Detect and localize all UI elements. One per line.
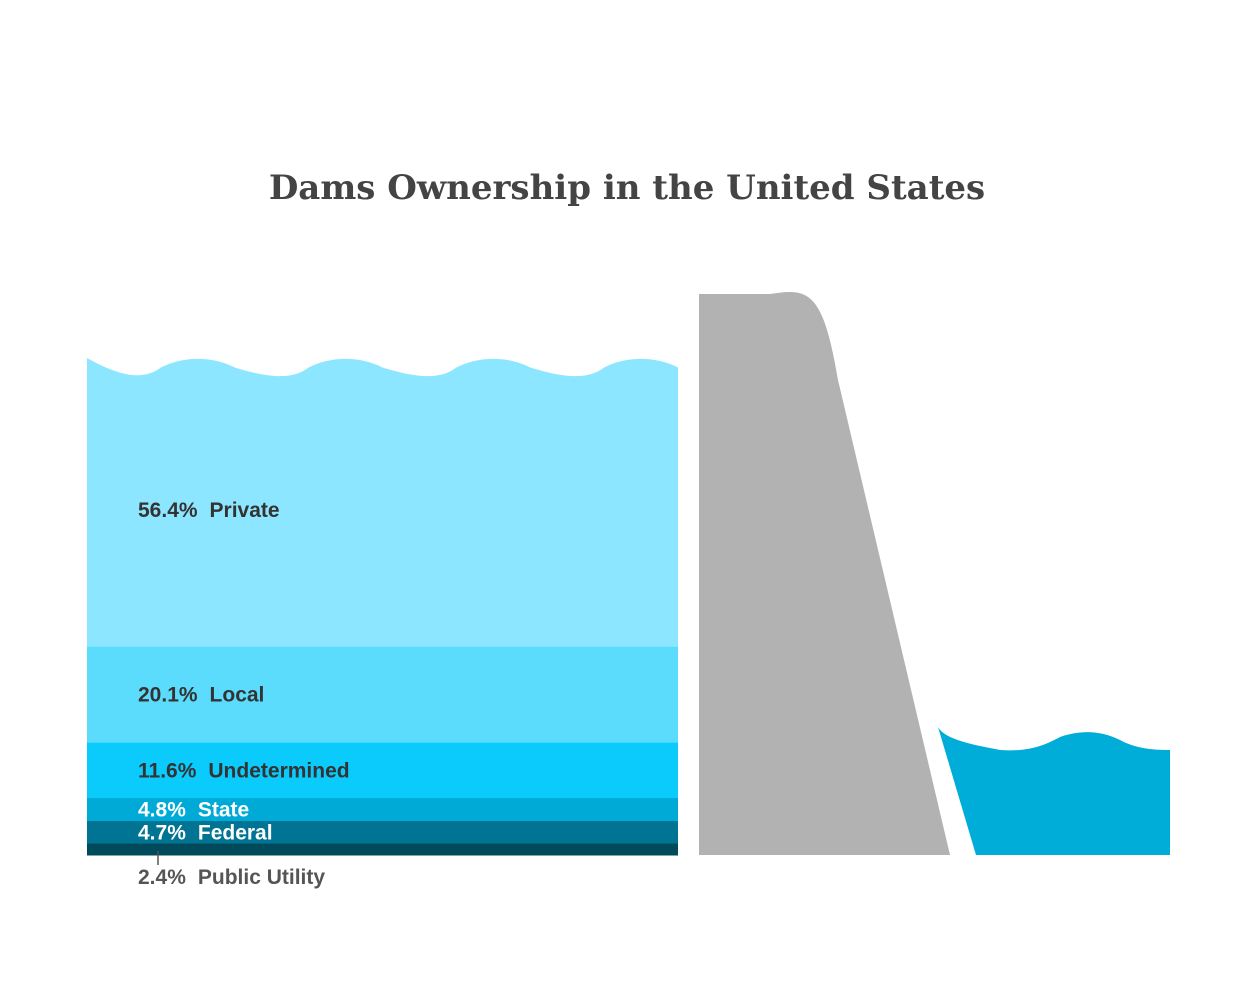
segment-private — [87, 358, 678, 647]
label-undetermined: 11.6% Undetermined — [138, 759, 350, 782]
segment-state — [87, 798, 678, 822]
value-private: 56.4% — [138, 499, 198, 522]
name-federal: Federal — [198, 821, 273, 844]
label-local: 20.1% Local — [138, 684, 264, 707]
name-undetermined: Undetermined — [208, 759, 349, 782]
name-public-utility: Public Utility — [198, 866, 326, 889]
label-federal: 4.7% Federal — [138, 821, 273, 844]
value-local: 20.1% — [138, 684, 198, 707]
label-public-utility: 2.4% Public Utility — [138, 866, 325, 889]
label-private: 56.4% Private — [138, 499, 280, 522]
name-private: Private — [210, 499, 280, 522]
name-state: State — [198, 799, 249, 822]
value-public-utility: 2.4% — [138, 866, 186, 889]
chart-title: Dams Ownership in the United States — [268, 168, 986, 208]
value-federal: 4.7% — [138, 821, 186, 844]
segment-labels: 56.4% Private 20.1% Local 11.6% Undetermined 4… — [138, 499, 350, 889]
value-state: 4.8% — [138, 799, 186, 822]
segment-federal — [87, 821, 678, 845]
name-local: Local — [210, 684, 265, 707]
value-undetermined: 11.6% — [138, 759, 197, 782]
label-state: 4.8% State — [138, 799, 249, 822]
segment-public-utility — [87, 843, 678, 856]
segment-undetermined — [87, 742, 678, 799]
segment-local — [87, 646, 678, 744]
dam-wall — [699, 291, 950, 855]
downstream-water — [938, 727, 1170, 855]
ownership-segments — [87, 358, 678, 856]
